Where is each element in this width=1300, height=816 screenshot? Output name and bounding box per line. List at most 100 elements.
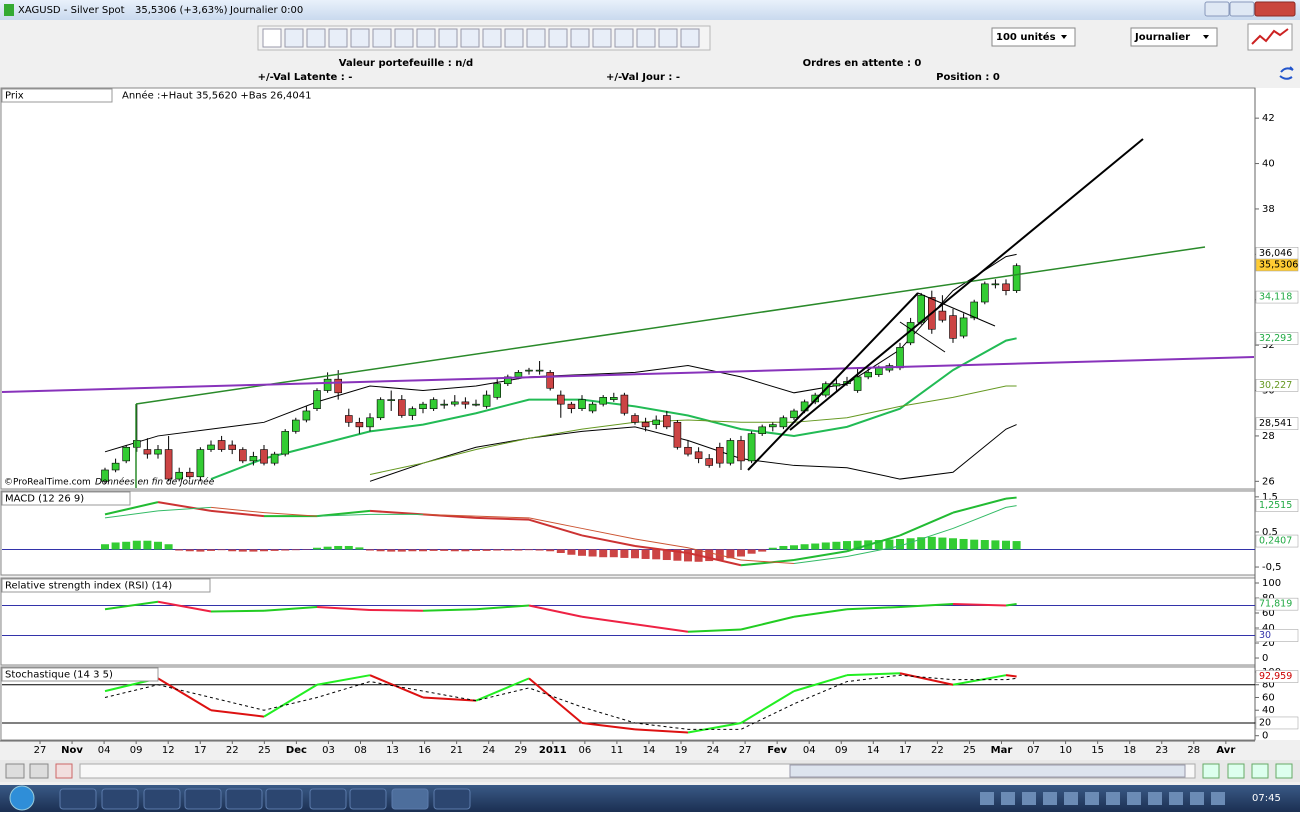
histogram-bar: [970, 540, 978, 550]
watermark: ©ProRealTime.com: [4, 478, 91, 488]
tool-button[interactable]: [417, 29, 435, 47]
price-range: Année :+Haut 35,5620 +Bas 26,4041: [122, 90, 311, 102]
tool-button[interactable]: [527, 29, 545, 47]
tool-button[interactable]: [659, 29, 677, 47]
histogram-bar: [822, 542, 830, 549]
indicator-line: [1006, 498, 1017, 499]
histogram-bar: [620, 549, 628, 557]
tray-icon: [1190, 792, 1204, 805]
task-icon[interactable]: [392, 789, 428, 809]
task-icon[interactable]: [185, 789, 221, 809]
candle-body: [388, 400, 395, 401]
candle-body: [610, 397, 617, 399]
restore-button[interactable]: [1230, 2, 1254, 16]
value-badge-label: 30: [1259, 630, 1271, 641]
histogram-bar: [165, 544, 173, 549]
histogram-bar: [186, 549, 194, 551]
candle-body: [526, 370, 533, 371]
nav-button[interactable]: [6, 764, 24, 778]
task-icon[interactable]: [144, 789, 180, 809]
zoom-in-button[interactable]: [1276, 764, 1292, 778]
tool-button[interactable]: [483, 29, 501, 47]
zoom-out-button[interactable]: [1252, 764, 1268, 778]
tool-button[interactable]: [461, 29, 479, 47]
candle-body: [186, 472, 193, 477]
tool-button[interactable]: [285, 29, 303, 47]
histogram-bar: [960, 539, 968, 550]
y-tick-label: 42: [1262, 113, 1275, 124]
histogram-bar: [218, 549, 226, 550]
tool-button[interactable]: [351, 29, 369, 47]
histogram-bar: [122, 542, 130, 550]
tool-button[interactable]: [571, 29, 589, 47]
start-button[interactable]: [10, 786, 34, 810]
candle-body: [261, 450, 268, 464]
zoom-button[interactable]: [1228, 764, 1244, 778]
histogram-bar: [578, 549, 586, 555]
tool-button[interactable]: [681, 29, 699, 47]
histogram-bar: [451, 549, 459, 551]
tool-button[interactable]: [307, 29, 325, 47]
candle-body: [748, 434, 755, 461]
histogram-bar: [514, 549, 522, 550]
x-tick-label: 29: [514, 745, 527, 756]
task-icon[interactable]: [310, 789, 346, 809]
minimize-button[interactable]: [1205, 2, 1229, 16]
candle-body: [314, 391, 321, 409]
tool-button[interactable]: [395, 29, 413, 47]
x-tick-label: 03: [322, 745, 335, 756]
x-tick-label: 2011: [539, 745, 567, 756]
histogram-bar: [112, 542, 120, 549]
histogram-bar: [345, 546, 353, 550]
cut-button[interactable]: [56, 764, 72, 778]
candle-body: [642, 422, 649, 427]
task-icon[interactable]: [434, 789, 470, 809]
x-tick-label: 07: [1027, 745, 1040, 756]
histogram-bar: [589, 549, 597, 556]
x-tick-label: 04: [803, 745, 816, 756]
tool-button[interactable]: [549, 29, 567, 47]
candle-body: [621, 395, 628, 413]
tool-button[interactable]: [637, 29, 655, 47]
scroll-thumb[interactable]: [790, 765, 1185, 777]
candle-body: [483, 395, 490, 406]
candle-body: [367, 418, 374, 427]
histogram-bar: [207, 549, 215, 550]
task-icon[interactable]: [60, 789, 96, 809]
tool-button[interactable]: [615, 29, 633, 47]
candle-body: [229, 445, 236, 450]
value-badge-label: 0,2407: [1259, 536, 1292, 547]
tool-button[interactable]: [439, 29, 457, 47]
tool-button[interactable]: [373, 29, 391, 47]
panel-title: Prix: [5, 91, 24, 102]
task-icon[interactable]: [266, 789, 302, 809]
histogram-bar: [419, 549, 427, 551]
candle-body: [600, 397, 607, 404]
histogram-bar: [483, 549, 491, 550]
candle-body: [515, 372, 522, 377]
histogram-bar: [610, 549, 618, 557]
print-button[interactable]: [30, 764, 48, 778]
task-icon[interactable]: [350, 789, 386, 809]
close-button[interactable]: [1255, 2, 1295, 16]
histogram-bar: [461, 549, 469, 551]
histogram-bar: [779, 546, 787, 550]
histogram-bar: [408, 549, 416, 551]
tool-button[interactable]: [329, 29, 347, 47]
histogram-bar: [642, 549, 650, 558]
histogram-bar: [843, 541, 851, 549]
candle-body: [303, 411, 310, 420]
x-tick-label: 10: [1059, 745, 1072, 756]
tray-icon: [1043, 792, 1057, 805]
tool-button[interactable]: [505, 29, 523, 47]
histogram-bar: [599, 549, 607, 557]
tool-button[interactable]: [263, 29, 281, 47]
x-tick-label: 09: [130, 745, 143, 756]
tool-button[interactable]: [593, 29, 611, 47]
task-icon[interactable]: [102, 789, 138, 809]
task-icon[interactable]: [226, 789, 262, 809]
x-tick-label: 14: [643, 745, 656, 756]
latent-value: +/-Val Latente : -: [258, 72, 353, 83]
zoom-button[interactable]: [1203, 764, 1219, 778]
candle-body: [992, 284, 999, 285]
